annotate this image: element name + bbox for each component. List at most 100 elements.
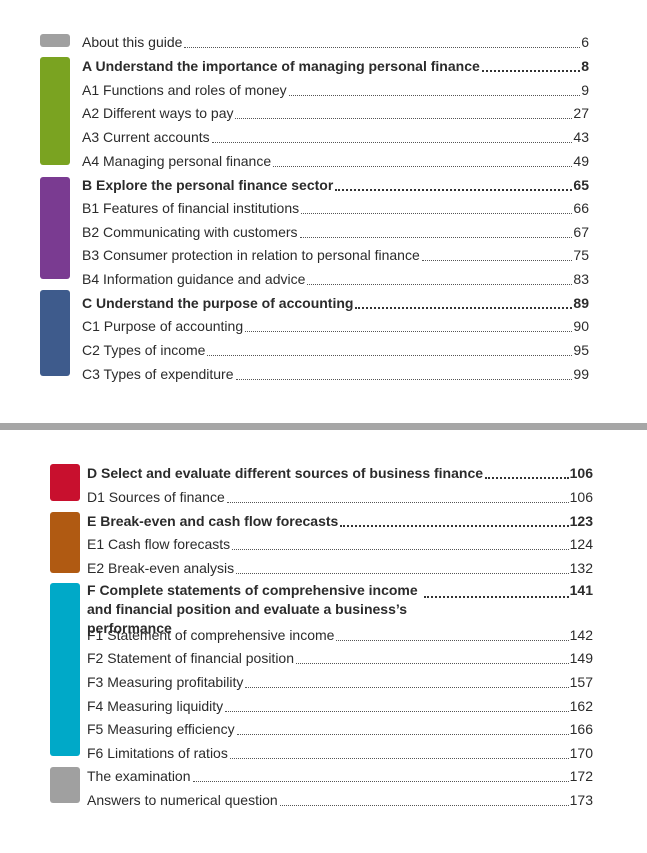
toc-entry-f4[interactable]: F4 Measuring liquidity 162: [87, 695, 593, 715]
dot-leader: [211, 137, 573, 143]
toc-page: 49: [573, 153, 589, 169]
toc-entry-a1[interactable]: A1 Functions and roles of money 9: [82, 79, 589, 99]
dot-leader: [307, 279, 573, 285]
dot-leader: [481, 65, 581, 72]
toc-entry-b4[interactable]: B4 Information guidance and advice 83: [82, 268, 589, 288]
toc-label: F5 Measuring efficiency: [87, 721, 235, 737]
toc-label: C1 Purpose of accounting: [82, 318, 244, 334]
toc-entry-a3[interactable]: A3 Current accounts 43: [82, 126, 589, 146]
toc-label: A4 Managing personal finance: [82, 153, 272, 169]
dot-leader: [273, 161, 573, 167]
toc-entry-f6[interactable]: F6 Limitations of ratios 170: [87, 742, 593, 762]
toc-page: 141: [569, 582, 593, 598]
dot-leader: [245, 326, 573, 332]
dot-leader: [184, 42, 581, 48]
dot-leader: [207, 350, 573, 356]
dot-leader: [236, 729, 569, 735]
toc-entry-b1[interactable]: B1 Features of financial institutions 66: [82, 197, 589, 217]
dot-leader: [340, 520, 569, 527]
toc-entry-e1[interactable]: E1 Cash flow forecasts 124: [87, 533, 593, 553]
toc-section-a[interactable]: A Understand the importance of managing …: [82, 55, 589, 75]
dot-leader: [245, 682, 569, 688]
toc-label: B1 Features of financial institutions: [82, 200, 300, 216]
dot-leader: [226, 497, 569, 503]
toc-entry-a4[interactable]: A4 Managing personal finance 49: [82, 150, 589, 170]
toc-label: Answers to numerical question: [87, 792, 278, 808]
toc-label: F3 Measuring profitability: [87, 674, 244, 690]
dot-leader: [232, 544, 569, 550]
toc-page: 27: [573, 105, 589, 121]
toc-entry-f5[interactable]: F5 Measuring efficiency 166: [87, 718, 593, 738]
toc-label: B Explore the personal finance sector: [82, 177, 334, 193]
toc-label: D Select and evaluate different sources …: [87, 465, 484, 481]
toc-page: 170: [569, 745, 593, 761]
toc-page: 66: [573, 200, 589, 216]
dot-leader: [279, 800, 569, 806]
section-b-marker: [40, 177, 70, 279]
dot-leader: [225, 706, 569, 712]
toc-section-f[interactable]: F Complete statements of comprehensive i…: [87, 581, 593, 636]
toc-page: 90: [573, 318, 589, 334]
toc-label: F2 Statement of financial position: [87, 650, 295, 666]
section-f-marker: [50, 583, 80, 756]
toc-entry-c3[interactable]: C3 Types of expenditure 99: [82, 363, 589, 383]
toc-entry-d1[interactable]: D1 Sources of finance 106: [87, 486, 593, 506]
toc-section-d[interactable]: D Select and evaluate different sources …: [87, 462, 593, 482]
toc-page: 75: [573, 247, 589, 263]
dot-leader: [301, 208, 573, 214]
toc-section-b[interactable]: B Explore the personal finance sector 65: [82, 174, 589, 194]
toc-label: F6 Limitations of ratios: [87, 745, 228, 761]
toc-label: E2 Break-even analysis: [87, 560, 235, 576]
toc-entry-a2[interactable]: A2 Different ways to pay 27: [82, 102, 589, 122]
toc-page: 124: [569, 536, 593, 552]
toc-page: 89: [573, 295, 589, 311]
toc-entry-about[interactable]: About this guide 6: [82, 31, 589, 51]
toc-page: 149: [569, 650, 593, 666]
toc-label: F4 Measuring liquidity: [87, 698, 224, 714]
dot-leader: [192, 776, 569, 782]
toc-page: 95: [573, 342, 589, 358]
toc-entry-f1[interactable]: F1 Statement of comprehensive income 142: [87, 624, 593, 644]
section-d-marker: [50, 464, 80, 501]
toc-page: 65: [573, 177, 589, 193]
toc-page: 162: [569, 698, 593, 714]
toc-entry-exam[interactable]: The examination 172: [87, 765, 593, 785]
dot-leader: [235, 374, 573, 380]
toc-section-c[interactable]: C Understand the purpose of accounting 8…: [82, 292, 589, 312]
toc-entry-answers[interactable]: Answers to numerical question 173: [87, 789, 593, 809]
about-marker: [40, 34, 70, 47]
toc-entry-c2[interactable]: C2 Types of income 95: [82, 339, 589, 359]
toc-label: E Break-even and cash flow forecasts: [87, 513, 339, 529]
toc-page: 157: [569, 674, 593, 690]
section-c-marker: [40, 290, 70, 376]
toc-label: D1 Sources of finance: [87, 489, 225, 505]
dot-leader: [424, 591, 569, 598]
toc-page: 99: [573, 366, 589, 382]
toc-page: 6: [581, 34, 589, 50]
toc-label: The examination: [87, 768, 191, 784]
toc-entry-b2[interactable]: B2 Communicating with customers 67: [82, 221, 589, 241]
toc-page: 123: [569, 513, 593, 529]
toc-page: 172: [569, 768, 593, 784]
toc-entry-b3[interactable]: B3 Consumer protection in relation to pe…: [82, 244, 589, 264]
toc-section-e[interactable]: E Break-even and cash flow forecasts 123: [87, 510, 593, 530]
toc-page: 9: [581, 82, 589, 98]
section-a-marker: [40, 57, 70, 165]
dot-leader: [236, 568, 569, 574]
toc-label: About this guide: [82, 34, 183, 50]
dot-leader: [355, 302, 573, 309]
toc-label: E1 Cash flow forecasts: [87, 536, 231, 552]
dot-leader: [235, 113, 573, 119]
toc-label: A3 Current accounts: [82, 129, 210, 145]
toc-page: 83: [573, 271, 589, 287]
toc-entry-f3[interactable]: F3 Measuring profitability 157: [87, 671, 593, 691]
toc-label: B4 Information guidance and advice: [82, 271, 306, 287]
toc-page: 166: [569, 721, 593, 737]
toc-entry-f2[interactable]: F2 Statement of financial position 149: [87, 647, 593, 667]
toc-label: C3 Types of expenditure: [82, 366, 234, 382]
dot-leader: [421, 255, 573, 261]
exam-marker: [50, 767, 80, 803]
toc-entry-c1[interactable]: C1 Purpose of accounting 90: [82, 315, 589, 335]
toc-page: 173: [569, 792, 593, 808]
toc-entry-e2[interactable]: E2 Break-even analysis 132: [87, 557, 593, 577]
